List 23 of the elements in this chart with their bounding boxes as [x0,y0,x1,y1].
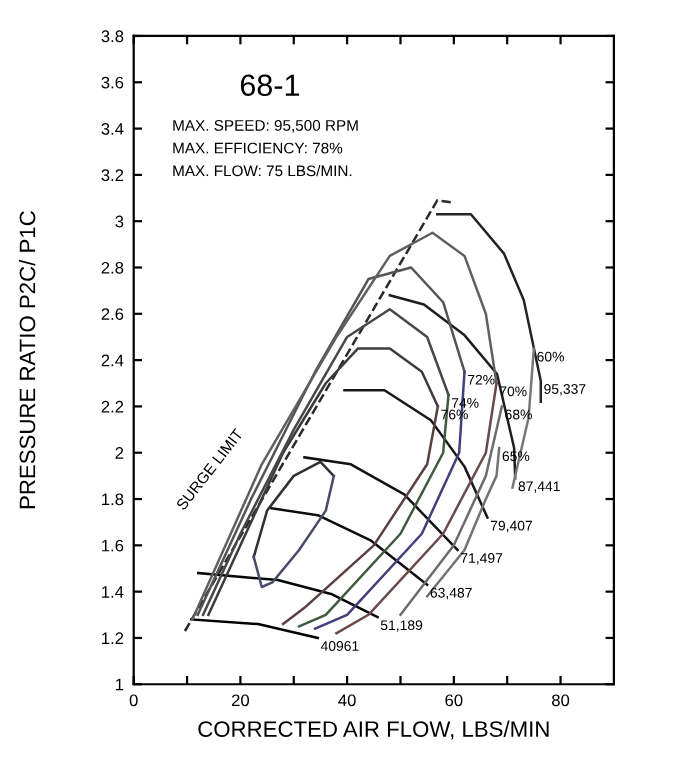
y-tick-label: 1 [115,678,124,691]
y-tick-label: 3.6 [101,76,124,89]
x-tick-label: 0 [129,694,138,707]
y-axis-title: PRESSURE RATIO P2C/ P1C [18,211,36,509]
y-tick-label: 2.6 [101,308,124,321]
text: 68-1 [240,74,300,97]
x-tick-label: 40 [338,694,356,707]
y-tick-label: 1.4 [102,586,124,598]
x-tick-label: 60 [445,694,463,707]
y-tick-label: 2.2 [101,400,124,413]
y-tick-label: 2.8 [101,261,124,274]
y-tick-label: 1.8 [102,493,124,506]
y-tick-label: 3.8 [101,30,124,43]
x-tick-label: 80 [552,694,570,707]
y-tick-label: 2 [115,447,124,459]
y-tick-label: 1.6 [102,539,124,552]
y-tick-label: 3.4 [101,122,124,135]
x-axis-title: CORRECTED AIR FLOW, LBS/MIN [198,720,549,740]
y-tick-label: 3.2 [101,169,124,182]
y-tick-label: 1.2 [102,632,124,644]
y-tick-label: 3 [115,215,124,228]
x-tick-label: 20 [231,694,250,707]
y-tick-label: 2.4 [101,354,124,367]
